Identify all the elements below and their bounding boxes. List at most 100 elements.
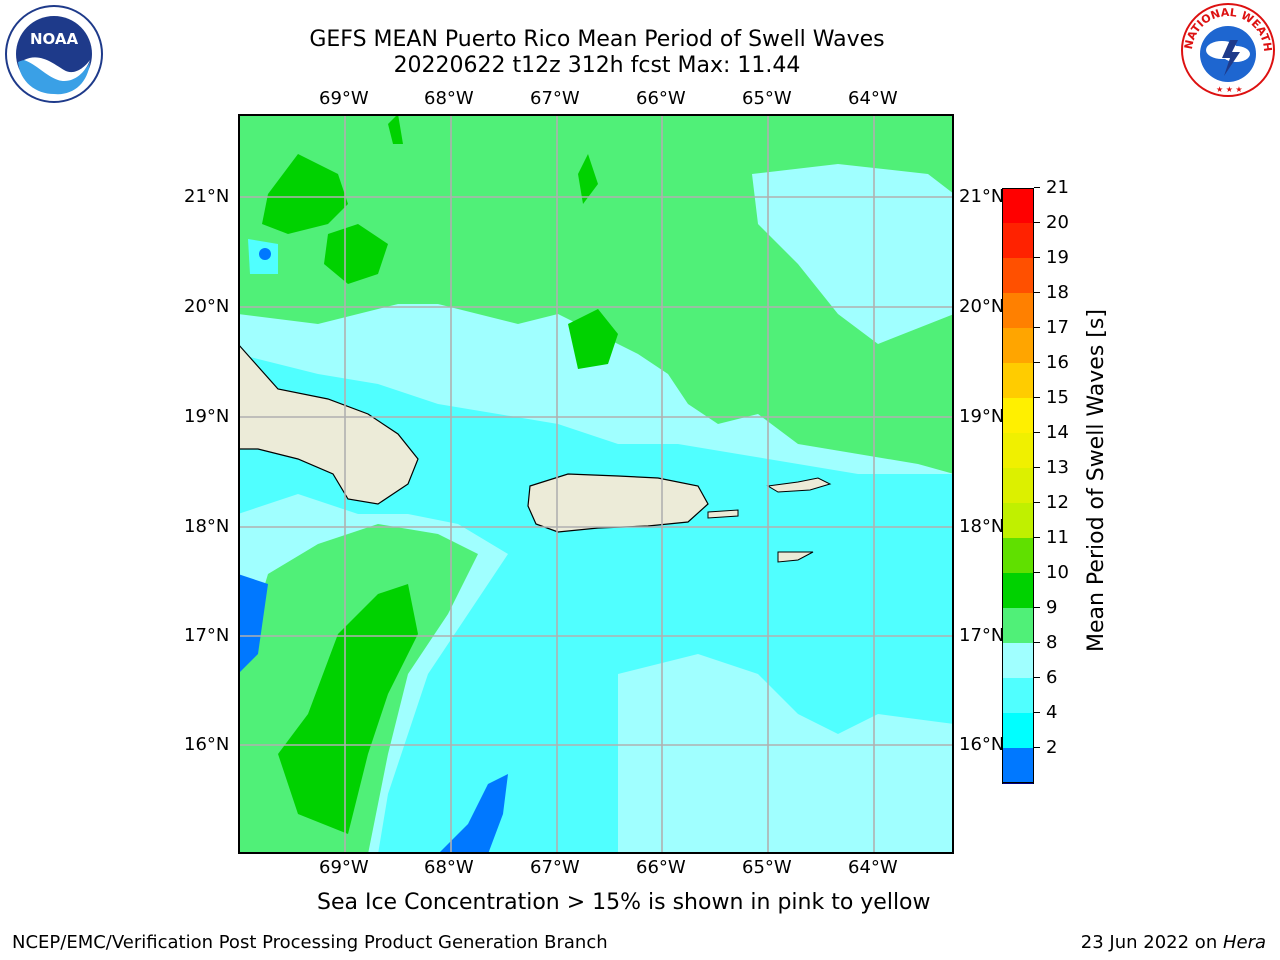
puerto-rico-landmass [527,473,709,533]
colorbar-tick-mark [1034,747,1040,748]
lat-label-right-17: 17°N [959,625,1005,646]
colorbar-tick-mark [1034,327,1040,328]
map-title: GEFS MEAN Puerto Rico Mean Period of Swe… [240,27,954,79]
colorbar-tick-label: 16 [1034,352,1069,373]
footer-branch: NCEP/EMC/Verification Post Processing Pr… [12,932,608,953]
lon-label-bottom-67: 67°W [530,857,580,878]
footer-date-prefix: 23 Jun 2022 on [1080,932,1223,953]
lon-label-top-64: 64°W [848,88,898,109]
map-gridlines [238,114,954,854]
colorbar-outline [1002,188,1034,783]
lat-label-left-21: 21°N [184,186,230,207]
colorbar-band [1002,573,1034,608]
colorbar-tick-label: 18 [1034,282,1069,303]
colorbar-tick-label: 10 [1034,562,1069,583]
noaa-logo-text: NOAA [30,30,79,48]
colorbar-band [1002,713,1034,748]
colorbar-band [1002,538,1034,573]
lat-label-right-19: 19°N [959,406,1005,427]
colorbar-tick-label: 9 [1034,597,1057,618]
colorbar-tick-mark [1034,222,1040,223]
colorbar-band [1002,468,1034,503]
footer-host: Hera [1222,932,1266,953]
colorbar-band [1002,748,1034,783]
colorbar-band [1002,608,1034,643]
sea-ice-note: Sea Ice Concentration > 15% is shown in … [317,890,931,915]
lon-label-top-69: 69°W [319,88,369,109]
colorbar-ticks: 21 20 19 18 17 16 15 14 13 12 11 10 9 8 6 4 2 [1034,177,1094,758]
colorbar-band [1002,188,1034,223]
colorbar-tick-mark [1034,397,1040,398]
colorbar-tick-label: 17 [1034,317,1069,338]
colorbar-tick-mark [1034,257,1040,258]
colorbar-band [1002,258,1034,293]
lon-label-top-67: 67°W [530,88,580,109]
colorbar-band [1002,363,1034,398]
title-line-1: GEFS MEAN Puerto Rico Mean Period of Swe… [309,27,885,52]
lon-label-bottom-65: 65°W [742,857,792,878]
lon-label-bottom-69: 69°W [319,857,369,878]
colorbar-tick-label: 12 [1034,492,1069,513]
lat-label-left-17: 17°N [184,625,230,646]
lat-label-left-16: 16°N [184,734,230,755]
lon-label-bottom-64: 64°W [848,857,898,878]
hispaniola-landmass [237,342,419,505]
lat-label-right-18: 18°N [959,516,1005,537]
colorbar-tick-mark [1034,502,1040,503]
colorbar-tick-label: 20 [1034,212,1069,233]
colorbar-tick-label: 8 [1034,632,1057,653]
colorbar-tick-mark [1034,642,1040,643]
colorbar-tick-label: 19 [1034,247,1069,268]
lon-label-bottom-68: 68°W [424,857,474,878]
lon-label-bottom-66: 66°W [636,857,686,878]
title-line-2: 20220622 t12z 312h fcst Max: 11.44 [393,53,801,78]
colorbar-band [1002,293,1034,328]
colorbar-tick-mark [1034,677,1040,678]
lat-label-left-19: 19°N [184,406,230,427]
colorbar-tick-label: 15 [1034,387,1069,408]
map-panel [237,114,954,854]
colorbar-tick-mark [1034,607,1040,608]
colorbar-tick-mark [1034,362,1040,363]
colorbar-band [1002,433,1034,468]
colorbar-tick-label: 11 [1034,527,1069,548]
lat-label-right-16: 16°N [959,734,1005,755]
colorbar-band [1002,503,1034,538]
lat-label-left-20: 20°N [184,296,230,317]
svg-text:★ ★ ★: ★ ★ ★ [1216,85,1243,94]
colorbar-tick-mark [1034,187,1040,188]
colorbar-band [1002,328,1034,363]
colorbar-tick-mark [1034,467,1040,468]
colorbar-tick-label: 21 [1034,177,1069,198]
noaa-logo-icon: NOAA [4,4,104,104]
colorbar-tick-label: 13 [1034,457,1069,478]
colorbar-label: Mean Period of Swell Waves [s] [1084,309,1109,652]
lat-label-right-20: 20°N [959,296,1005,317]
colorbar-bands [1001,188,1035,810]
colorbar-tick-label: 6 [1034,667,1057,688]
colorbar-tick-mark [1034,572,1040,573]
colorbar-band [1002,223,1034,258]
st-croix-island [777,551,814,563]
colorbar-tick-mark [1034,537,1040,538]
colorbar-band [1002,643,1034,678]
virgin-islands [766,477,832,493]
lat-label-left-18: 18°N [184,516,230,537]
colorbar-tick-mark [1034,712,1040,713]
colorbar-band [1002,398,1034,433]
colorbar-tick-label: 4 [1034,702,1057,723]
colorbar-tick-mark [1034,292,1040,293]
colorbar [1001,188,1035,810]
colorbar-under-triangle [1001,782,1035,810]
footer-date: 23 Jun 2022 on Hera [1081,932,1266,953]
colorbar-tick-mark [1034,432,1040,433]
colorbar-tick-label: 2 [1034,737,1057,758]
lon-label-top-65: 65°W [742,88,792,109]
swell-period-contour-map [237,114,954,854]
lon-label-top-66: 66°W [636,88,686,109]
lat-label-right-21: 21°N [959,186,1005,207]
vieques-island [707,509,739,519]
colorbar-tick-label: 14 [1034,422,1069,443]
colorbar-band [1002,678,1034,713]
nws-logo-icon: NATIONAL WEATHER SERVICE ★ ★ ★ [1174,0,1278,100]
